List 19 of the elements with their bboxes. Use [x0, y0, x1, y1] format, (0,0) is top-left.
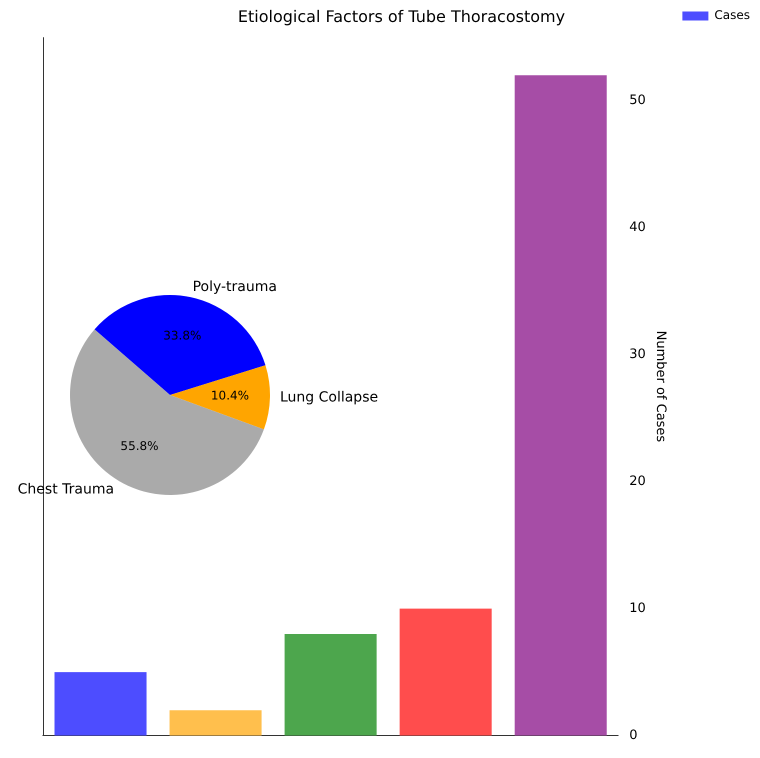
bar [400, 608, 492, 736]
legend-label: Cases [714, 8, 750, 22]
chart-title: Etiological Factors of Tube Thoracostomy [238, 6, 566, 26]
data-label: 10.4% [210, 388, 250, 403]
y-tick-label: 50 [629, 93, 646, 108]
slice-label: Lung Collapse [280, 389, 378, 406]
y-tick-label: 0 [629, 728, 638, 743]
bar [170, 710, 262, 736]
data-label: 55.8% [120, 438, 159, 453]
y-axis-title: Number of Cases [653, 330, 668, 442]
y-tick-label: 30 [629, 347, 646, 362]
bar [284, 634, 377, 736]
slice-label: Poly-trauma [192, 278, 277, 295]
y-tick-label: 20 [629, 474, 646, 490]
bar [54, 672, 147, 736]
bar [514, 75, 607, 736]
y-tick-label: 10 [629, 600, 646, 616]
data-label: 33.8% [163, 328, 202, 342]
y-tick-label: 40 [629, 220, 646, 236]
